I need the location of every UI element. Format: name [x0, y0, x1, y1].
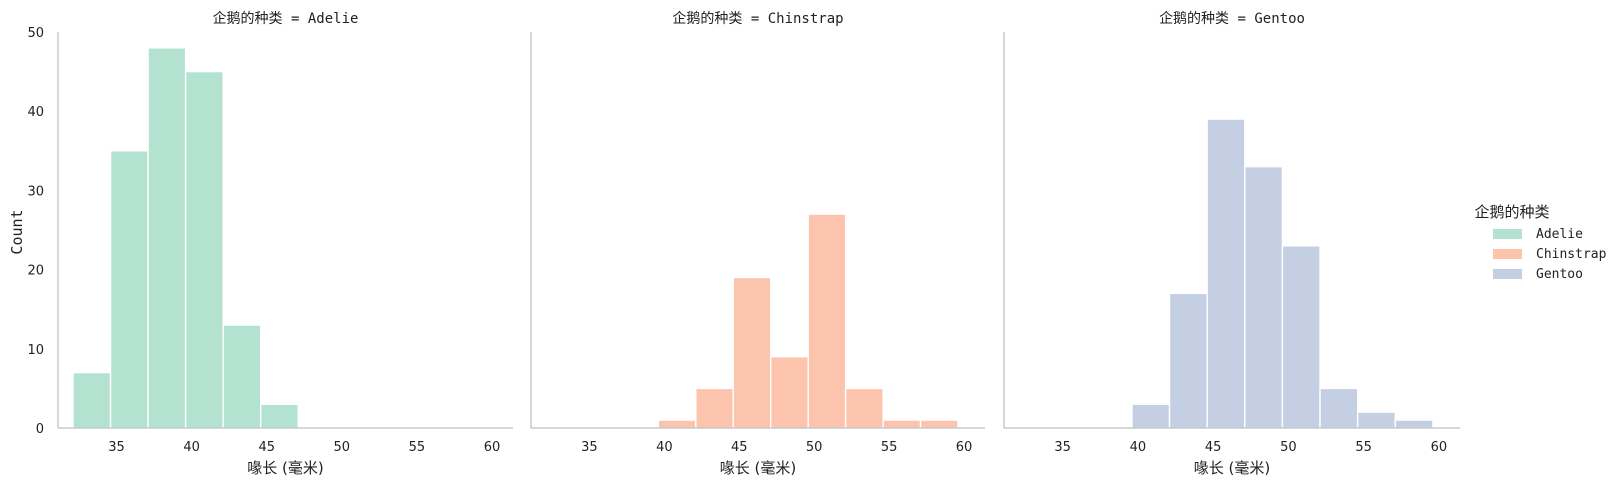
x-tick-label: 35 — [1054, 440, 1071, 455]
legend-items: Adelie Chinstrap Gentoo — [1493, 227, 1607, 282]
y-tick-label: 0 — [36, 422, 44, 437]
x-axis-label: 喙长 (毫米) — [1194, 459, 1270, 477]
legend-swatch-adelie — [1493, 229, 1522, 239]
histogram-bar — [1356, 411, 1396, 429]
x-tick-label: 45 — [731, 440, 748, 455]
histogram-bar — [1206, 118, 1246, 429]
histogram-bar — [770, 356, 809, 429]
x-tick-label: 60 — [1431, 440, 1448, 455]
histogram-bar — [882, 419, 922, 429]
histogram-bar — [109, 150, 149, 429]
panel-title: 企鹅的种类 = Adelie — [213, 10, 359, 27]
histogram-bar — [260, 403, 299, 429]
x-tick-label: 60 — [484, 440, 501, 455]
panels: 35 40 45 50 55 60 0 10 20 30 40 50 企鹅的种类 = Adelie 喙长 … — [27, 10, 1460, 477]
x-tick-label: 40 — [183, 440, 200, 455]
x-tick-label: 50 — [334, 440, 351, 455]
histogram-bar — [732, 276, 772, 429]
x-tick-label: 55 — [409, 440, 426, 455]
panel-title: 企鹅的种类 = Chinstrap — [672, 10, 843, 27]
histogram-bar — [844, 387, 884, 429]
histogram-bar — [1281, 245, 1321, 429]
x-tick-label: 55 — [881, 440, 898, 455]
panel-title: 企鹅的种类 = Gentoo — [1159, 10, 1305, 27]
y-tick-label: 40 — [27, 105, 44, 120]
legend-label-chinstrap: Chinstrap — [1536, 247, 1607, 262]
legend-swatch-chinstrap — [1493, 249, 1522, 259]
legend: 企鹅的种类 Adelie Chinstrap Gentoo — [1474, 203, 1606, 282]
x-tick-label: 40 — [656, 440, 673, 455]
facet-panel-gentoo: 35 40 45 50 55 60 企鹅的种类 = Gentoo 喙长 (毫米) — [1003, 10, 1460, 477]
histogram-bar — [1394, 419, 1434, 429]
x-tick-label: 55 — [1355, 440, 1372, 455]
y-tick-label: 50 — [27, 26, 44, 41]
x-tick-label: 50 — [806, 440, 823, 455]
facet-panel-chinstrap: 35 40 45 50 55 60 企鹅的种类 = Chinstrap 喙长 (毫米) — [530, 10, 985, 477]
x-tick-label: 45 — [1205, 440, 1222, 455]
histogram-bar — [695, 387, 734, 429]
y-tick-label: 10 — [27, 343, 44, 358]
histogram-bar — [1319, 387, 1359, 429]
histogram-bar — [807, 213, 847, 429]
facet-panel-adelie: 35 40 45 50 55 60 0 10 20 30 40 50 企鹅的种类 = Adelie 喙长 … — [27, 10, 513, 477]
x-axis-label: 喙长 (毫米) — [247, 459, 323, 477]
legend-label-adelie: Adelie — [1536, 227, 1583, 242]
legend-title: 企鹅的种类 — [1474, 203, 1549, 221]
legend-label-gentoo: Gentoo — [1536, 267, 1583, 282]
y-tick-label: 20 — [27, 264, 44, 279]
x-tick-label: 60 — [956, 440, 973, 455]
y-axis-label: Count — [8, 209, 26, 254]
histogram-bar — [1168, 292, 1208, 429]
histogram-bar — [222, 324, 262, 429]
histogram-bar — [72, 371, 112, 429]
legend-swatch-gentoo — [1493, 269, 1522, 279]
histogram-bar — [1131, 403, 1171, 429]
histogram-bar — [147, 47, 187, 429]
histogram-bar — [919, 419, 959, 429]
y-tick-label: 30 — [27, 184, 44, 199]
x-axis-label: 喙长 (毫米) — [720, 459, 796, 477]
x-tick-label: 40 — [1130, 440, 1147, 455]
x-tick-label: 35 — [108, 440, 125, 455]
x-tick-label: 35 — [581, 440, 598, 455]
x-tick-label: 45 — [258, 440, 275, 455]
x-tick-label: 50 — [1280, 440, 1297, 455]
histogram-bar — [184, 70, 224, 429]
histogram-bar — [1244, 165, 1284, 429]
histogram-bar — [657, 419, 697, 429]
